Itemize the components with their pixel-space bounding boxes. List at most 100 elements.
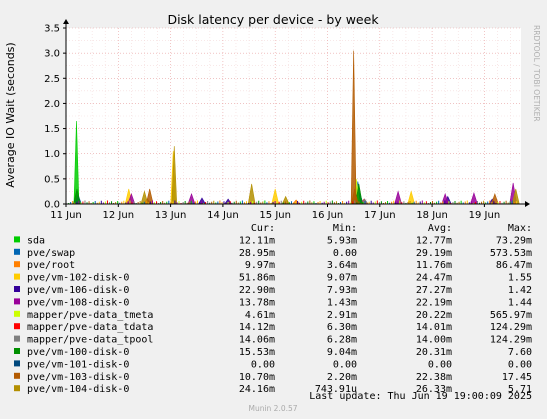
legend-value: 1.44 bbox=[508, 297, 532, 308]
legend-value: 14.00m bbox=[416, 335, 452, 346]
legend-swatch bbox=[14, 310, 20, 317]
x-tick-label: 11 Jun bbox=[50, 210, 82, 221]
x-tick-label: 18 Jun bbox=[416, 210, 448, 221]
legend-value: 1.42 bbox=[508, 285, 532, 296]
legend-value: 14.06m bbox=[239, 335, 275, 346]
legend-value: 7.93m bbox=[327, 285, 357, 296]
x-tick-label: 14 Jun bbox=[207, 210, 239, 221]
legend-value: 11.76m bbox=[416, 260, 452, 271]
x-axis-arrow bbox=[525, 201, 530, 207]
legend-swatch bbox=[14, 248, 20, 255]
legend-value: 20.22m bbox=[416, 310, 452, 321]
legend-value: 14.01m bbox=[416, 322, 452, 333]
legend-value: 22.19m bbox=[416, 297, 452, 308]
legend-value: 27.27m bbox=[416, 285, 452, 296]
last-update: Last update: Thu Jun 19 19:00:09 2025 bbox=[309, 391, 532, 402]
legend-value: 0.00 bbox=[333, 248, 357, 259]
legend-value: 17.45 bbox=[502, 372, 532, 383]
legend-value: 24.47m bbox=[416, 273, 452, 284]
legend-value: 0.00 bbox=[333, 359, 357, 370]
legend-series-name: pve/root bbox=[27, 260, 75, 271]
legend-value: 1.43m bbox=[327, 297, 357, 308]
legend-series-name: pve/vm-104-disk-0 bbox=[27, 384, 129, 395]
legend-value: 2.20m bbox=[327, 372, 357, 383]
legend-series-name: mapper/pve-data_tdata bbox=[27, 322, 153, 333]
legend-value: 26.33m bbox=[416, 384, 452, 395]
legend-value: 2.91m bbox=[327, 310, 357, 321]
legend-column-header: Max: bbox=[508, 223, 532, 234]
legend-series-name: pve/swap bbox=[27, 248, 75, 259]
legend-value: 9.04m bbox=[327, 347, 357, 358]
legend-value: 3.64m bbox=[327, 260, 357, 271]
y-tick-label: 1.5 bbox=[44, 124, 60, 135]
legend-series-name: pve/vm-101-disk-0 bbox=[27, 359, 129, 370]
legend-value: 124.29m bbox=[490, 335, 532, 346]
legend-value: 12.11m bbox=[239, 235, 275, 246]
legend-value: 15.53m bbox=[239, 347, 275, 358]
x-tick-label: 19 Jun bbox=[469, 210, 501, 221]
y-axis-label: Average IO Wait (seconds) bbox=[4, 42, 17, 187]
legend-value: 24.16m bbox=[239, 384, 275, 395]
legend-value: 1.55 bbox=[508, 273, 532, 284]
legend-value: 573.53m bbox=[490, 248, 532, 259]
y-tick-label: 0.0 bbox=[44, 200, 60, 211]
legend-swatch bbox=[14, 385, 20, 392]
y-tick-label: 1.0 bbox=[44, 149, 60, 160]
legend-swatch bbox=[14, 286, 20, 292]
legend-swatch bbox=[14, 372, 20, 379]
legend-swatch bbox=[14, 360, 20, 367]
legend-value: 743.91u bbox=[315, 384, 357, 395]
legend-value: 9.97m bbox=[245, 260, 275, 271]
legend-column-header: Avg: bbox=[428, 223, 452, 234]
legend-value: 124.29m bbox=[490, 322, 532, 333]
plot-area bbox=[66, 28, 521, 204]
legend-value: 0.00 bbox=[508, 359, 532, 370]
legend-series-name: pve/vm-102-disk-0 bbox=[27, 273, 129, 284]
legend-value: 86.47m bbox=[496, 260, 532, 271]
legend-value: 5.71 bbox=[508, 384, 532, 395]
legend-value: 13.78m bbox=[239, 297, 275, 308]
legend-value: 12.77m bbox=[416, 235, 452, 246]
legend-series-name: pve/vm-106-disk-0 bbox=[27, 285, 129, 296]
legend-value: 28.95m bbox=[239, 248, 275, 259]
legend-value: 22.90m bbox=[239, 285, 275, 296]
x-tick-label: 15 Jun bbox=[259, 210, 291, 221]
legend-swatch bbox=[14, 236, 20, 243]
legend-series-name: pve/vm-103-disk-0 bbox=[27, 372, 129, 383]
legend-value: 73.29m bbox=[496, 235, 532, 246]
y-tick-label: 3.0 bbox=[44, 49, 60, 60]
y-tick-label: 3.5 bbox=[44, 24, 60, 35]
legend-series-name: pve/vm-108-disk-0 bbox=[27, 297, 129, 308]
legend-value: 4.61m bbox=[245, 310, 275, 321]
legend-swatch bbox=[14, 323, 20, 330]
legend-value: 51.86m bbox=[239, 273, 275, 284]
legend-swatch bbox=[14, 298, 20, 305]
x-tick-label: 12 Jun bbox=[103, 210, 135, 221]
legend-value: 0.00 bbox=[428, 359, 452, 370]
legend-series-name: sda bbox=[27, 235, 45, 246]
legend-value: 7.60 bbox=[508, 347, 532, 358]
y-tick-label: 2.5 bbox=[44, 74, 60, 85]
x-tick-label: 16 Jun bbox=[312, 210, 344, 221]
legend-value: 565.97m bbox=[490, 310, 532, 321]
legend-series-name: mapper/pve-data_tpool bbox=[27, 335, 153, 346]
legend-value: 29.19m bbox=[416, 248, 452, 259]
legend-column-header: Min: bbox=[333, 223, 357, 234]
legend-swatch bbox=[14, 261, 20, 268]
chart-title: Disk latency per device - by week bbox=[167, 12, 379, 27]
legend-series-name: pve/vm-100-disk-0 bbox=[27, 347, 129, 358]
legend-value: 6.30m bbox=[327, 322, 357, 333]
y-tick-label: 2.0 bbox=[44, 99, 60, 110]
legend-value: 22.38m bbox=[416, 372, 452, 383]
legend-column-header: Cur: bbox=[251, 223, 275, 234]
y-tick-label: 0.5 bbox=[44, 174, 60, 185]
x-tick-label: 13 Jun bbox=[155, 210, 187, 221]
legend-value: 5.93m bbox=[327, 235, 357, 246]
legend-value: 14.12m bbox=[239, 322, 275, 333]
legend-swatch bbox=[14, 348, 20, 354]
x-tick-label: 17 Jun bbox=[364, 210, 396, 221]
legend-value: 10.70m bbox=[239, 372, 275, 383]
legend-value: 9.07m bbox=[327, 273, 357, 284]
legend-value: 20.31m bbox=[416, 347, 452, 358]
